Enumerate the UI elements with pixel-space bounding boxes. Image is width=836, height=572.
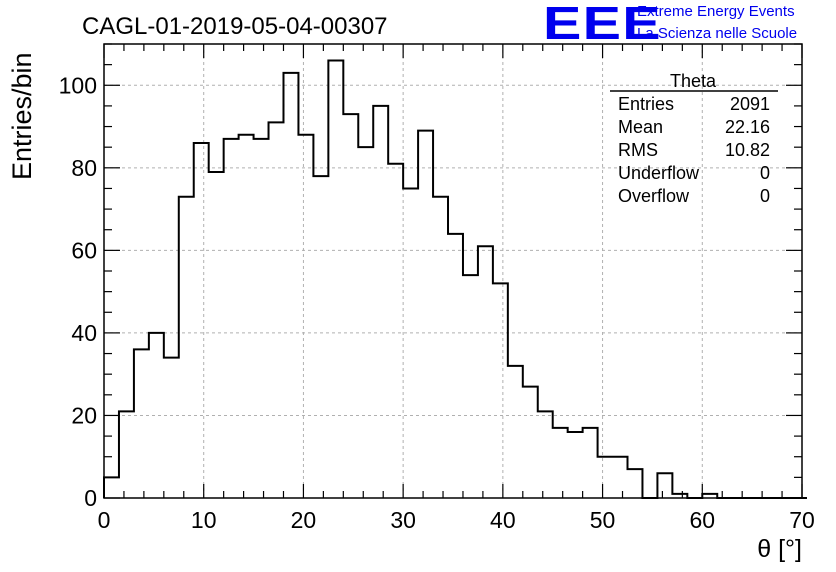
- y-axis-label: Entries/bin: [7, 52, 37, 180]
- histogram-series: [103, 59, 807, 499]
- stats-label: Overflow: [618, 186, 690, 206]
- ticks: [103, 43, 803, 499]
- x-tick-label: 0: [98, 507, 111, 533]
- y-tick-label: 20: [71, 402, 97, 428]
- stats-value: 2091: [730, 94, 770, 114]
- x-tick-label: 20: [291, 507, 317, 533]
- x-tick-label: 30: [390, 507, 416, 533]
- stats-label: Underflow: [618, 163, 700, 183]
- x-tick-label: 10: [191, 507, 217, 533]
- grid: [104, 44, 802, 498]
- stats-value: 0: [760, 163, 770, 183]
- y-tick-label: 0: [84, 485, 97, 511]
- stats-box: Theta Entries 2091 Mean 22.16 RMS 10.82 Underf…: [610, 71, 778, 206]
- y-tick-label: 100: [59, 72, 97, 98]
- stats-label: Entries: [618, 94, 674, 114]
- x-tick-label: 40: [490, 507, 516, 533]
- x-axis-label: θ [°]: [757, 535, 802, 563]
- stats-label: Mean: [618, 117, 663, 137]
- run-title: CAGL-01-2019-05-04-00307: [82, 13, 388, 40]
- stats-title: Theta: [670, 71, 717, 91]
- stats-rows: Entries 2091 Mean 22.16 RMS 10.82 Underflow 0 Ov…: [618, 94, 770, 206]
- logo-line-2: La Scienza nelle Scuole: [637, 25, 798, 42]
- tick-labels: 0 10 20 30 40 50 60 70 0 20 40 60 80 100: [59, 72, 815, 533]
- plot-frame: [103, 43, 803, 499]
- axes: [103, 43, 803, 499]
- x-tick-label: 50: [590, 507, 616, 533]
- stats-label: RMS: [618, 140, 658, 160]
- stats-value: 0: [760, 186, 770, 206]
- stats-value: 10.82: [725, 140, 770, 160]
- stats-value: 22.16: [725, 117, 770, 137]
- logo-line-1: Extreme Energy Events: [637, 3, 795, 20]
- y-tick-label: 60: [71, 237, 97, 263]
- eee-logo: EEE: [543, 0, 662, 49]
- x-tick-label: 70: [789, 507, 815, 533]
- x-tick-label: 60: [689, 507, 715, 533]
- y-tick-label: 40: [71, 320, 97, 346]
- y-tick-label: 80: [71, 155, 97, 181]
